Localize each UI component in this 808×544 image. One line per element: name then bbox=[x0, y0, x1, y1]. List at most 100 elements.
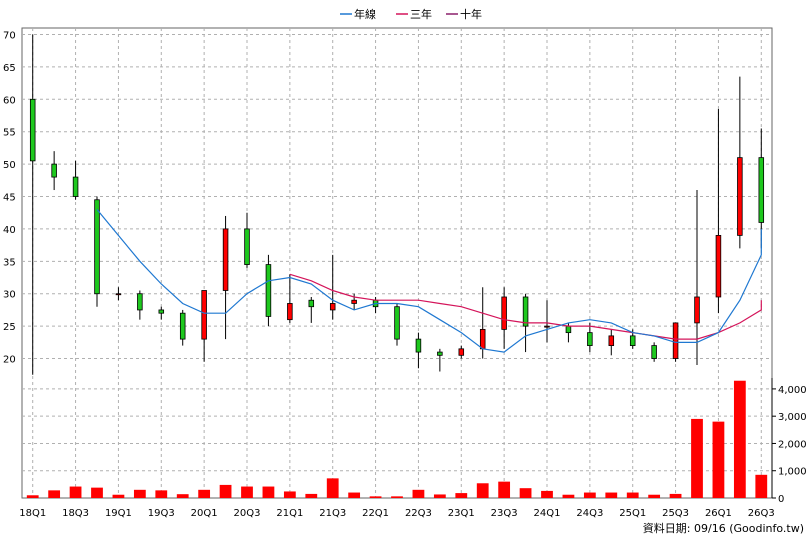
candle-body bbox=[522, 296, 529, 327]
volume-bar bbox=[626, 492, 639, 498]
x-tick-label: 23Q1 bbox=[448, 508, 475, 519]
volume-tick-label: 4,000 bbox=[778, 385, 807, 396]
candle-body bbox=[308, 299, 315, 308]
candle-body bbox=[29, 98, 36, 162]
candle-body bbox=[651, 345, 657, 359]
candle-body bbox=[94, 199, 100, 295]
plot-frame bbox=[21, 27, 773, 499]
candle-body bbox=[587, 332, 593, 346]
price-tick-label: 40 bbox=[3, 225, 16, 236]
volume-bar bbox=[519, 488, 532, 498]
volume-bar bbox=[476, 483, 489, 498]
volume-bar bbox=[562, 494, 575, 498]
legend-label: 十年 bbox=[460, 7, 482, 21]
candle-body bbox=[565, 325, 572, 334]
x-tick-label: 25Q1 bbox=[619, 508, 646, 519]
volume-bar bbox=[48, 490, 61, 498]
volume-bar bbox=[755, 474, 768, 498]
candle-body bbox=[694, 296, 700, 324]
candle-body bbox=[737, 157, 743, 236]
volume-bar bbox=[498, 481, 511, 498]
candle-body bbox=[394, 306, 400, 340]
candle-body bbox=[544, 325, 550, 328]
x-tick-label: 18Q3 bbox=[62, 508, 89, 519]
x-tick-label: 24Q1 bbox=[534, 508, 561, 519]
price-tick-label: 60 bbox=[3, 95, 16, 106]
price-tick-label: 35 bbox=[3, 257, 16, 268]
candle-body bbox=[415, 338, 422, 353]
candle-body bbox=[715, 235, 722, 298]
volume-bar bbox=[26, 495, 39, 498]
volume-bar bbox=[241, 486, 253, 498]
volume-bar bbox=[691, 418, 703, 498]
volume-tick-label: 0 bbox=[778, 494, 784, 505]
candle-body bbox=[351, 299, 357, 304]
candle-body bbox=[758, 157, 765, 223]
price-tick-label: 65 bbox=[3, 63, 16, 74]
volume-bar bbox=[326, 478, 339, 498]
x-tick-label: 22Q1 bbox=[362, 508, 389, 519]
candle-body bbox=[329, 303, 336, 311]
volume-bar bbox=[648, 494, 661, 498]
volume-bar bbox=[69, 486, 82, 498]
candle-body bbox=[501, 296, 507, 330]
price-tick-label: 45 bbox=[3, 193, 16, 204]
price-tick-label: 30 bbox=[3, 290, 16, 301]
volume-bar bbox=[219, 484, 232, 498]
volume-bar bbox=[198, 489, 211, 498]
volume-bar bbox=[605, 492, 618, 498]
candle-body bbox=[158, 309, 165, 314]
x-tick-label: 26Q3 bbox=[748, 508, 775, 519]
volume-bar bbox=[583, 492, 596, 498]
volume-bar bbox=[669, 493, 682, 498]
volume-bar bbox=[712, 421, 725, 498]
volume-bar bbox=[283, 491, 296, 498]
candle-body bbox=[137, 293, 143, 311]
x-tick-label: 21Q3 bbox=[319, 508, 346, 519]
volume-bar bbox=[433, 494, 446, 498]
volume-bar bbox=[155, 490, 168, 498]
footer-note: 資料日期: 09/16 (Goodinfo.tw) bbox=[643, 521, 804, 535]
price-tick-label: 25 bbox=[3, 322, 16, 333]
candle-body bbox=[222, 228, 229, 291]
candle-body bbox=[244, 228, 250, 265]
candle-body bbox=[458, 348, 465, 356]
price-tick-label: 70 bbox=[3, 30, 16, 41]
candle-body bbox=[672, 322, 679, 359]
volume-bar bbox=[733, 380, 746, 498]
ma-1y-line bbox=[96, 209, 762, 353]
x-tick-label: 18Q1 bbox=[19, 508, 46, 519]
candle-body bbox=[179, 312, 186, 340]
volume-tick-label: 1,000 bbox=[778, 467, 807, 478]
x-tick-label: 25Q3 bbox=[662, 508, 689, 519]
volume-bar bbox=[262, 486, 275, 498]
volume-bar bbox=[455, 493, 468, 498]
x-tick-label: 26Q1 bbox=[705, 508, 732, 519]
volume-bar bbox=[412, 489, 425, 498]
volume-bar bbox=[91, 487, 103, 498]
volume-tick-label: 3,000 bbox=[778, 412, 807, 423]
x-tick-label: 19Q1 bbox=[105, 508, 132, 519]
legend-label: 年線 bbox=[354, 7, 376, 21]
candle-body bbox=[72, 176, 79, 197]
candle-body bbox=[479, 328, 486, 350]
volume-bar bbox=[369, 496, 382, 498]
volume-bar bbox=[176, 494, 189, 498]
candle-body bbox=[608, 335, 615, 346]
candle-body bbox=[201, 290, 207, 340]
volume-bar bbox=[133, 489, 146, 498]
candle-body bbox=[437, 351, 443, 356]
candle-body bbox=[265, 264, 272, 317]
volume-bar bbox=[112, 494, 125, 498]
legend-label: 三年 bbox=[410, 7, 432, 21]
price-tick-label: 50 bbox=[3, 160, 16, 171]
x-tick-label: 20Q1 bbox=[191, 508, 218, 519]
volume-tick-label: 2,000 bbox=[778, 439, 807, 450]
price-tick-label: 55 bbox=[3, 128, 16, 139]
candle-body bbox=[287, 303, 293, 321]
x-tick-label: 20Q3 bbox=[234, 508, 261, 519]
candle-body bbox=[629, 335, 636, 346]
x-tick-label: 24Q3 bbox=[576, 508, 603, 519]
